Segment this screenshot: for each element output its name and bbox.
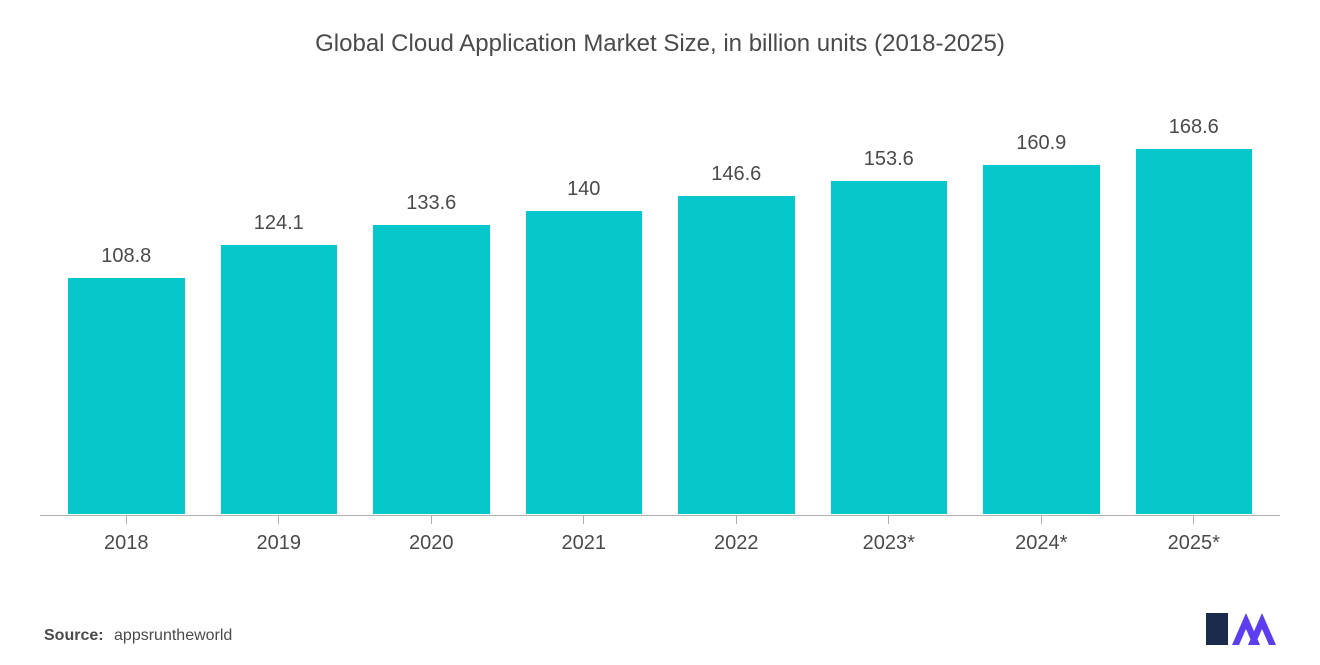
x-tick: 2022 xyxy=(678,516,795,555)
chart-title: Global Cloud Application Market Size, in… xyxy=(40,30,1280,58)
x-tick-label: 2021 xyxy=(562,532,607,555)
x-tick: 2018 xyxy=(68,516,185,555)
bar-value-label: 124.1 xyxy=(254,212,304,235)
x-tick-label: 2018 xyxy=(104,532,149,555)
source-value: appsruntheworld xyxy=(114,627,232,644)
source-label: Source: xyxy=(44,627,104,644)
chart-container: Global Cloud Application Market Size, in… xyxy=(0,0,1320,665)
bar xyxy=(373,225,490,514)
x-tick: 2023* xyxy=(831,516,948,555)
bar-column: 124.1 xyxy=(221,88,338,514)
bar-column: 108.8 xyxy=(68,88,185,514)
x-tick: 2024* xyxy=(983,516,1100,555)
x-axis: 2018 2019 2020 2021 2022 2023* 2024* 2025* xyxy=(40,515,1280,555)
bar-value-label: 153.6 xyxy=(864,148,914,171)
bar xyxy=(983,165,1100,514)
x-tick-label: 2019 xyxy=(257,532,302,555)
bar-value-label: 146.6 xyxy=(711,163,761,186)
x-tick-label: 2022 xyxy=(714,532,759,555)
x-tick: 2019 xyxy=(221,516,338,555)
bar-value-label: 168.6 xyxy=(1169,116,1219,139)
bar-column: 153.6 xyxy=(831,88,948,514)
bar xyxy=(678,196,795,514)
bar-value-label: 133.6 xyxy=(406,192,456,215)
x-tick-label: 2023* xyxy=(863,532,915,555)
brand-logo-icon xyxy=(1206,605,1276,645)
bar-column: 160.9 xyxy=(983,88,1100,514)
bar-column: 146.6 xyxy=(678,88,795,514)
x-tick: 2020 xyxy=(373,516,490,555)
bar xyxy=(831,181,948,514)
bar-value-label: 160.9 xyxy=(1016,132,1066,155)
bar xyxy=(221,245,338,514)
bar-value-label: 140 xyxy=(567,178,600,201)
bar-column: 140 xyxy=(526,88,643,514)
x-tick-label: 2024* xyxy=(1015,532,1067,555)
bar xyxy=(526,211,643,514)
bar xyxy=(68,278,185,514)
x-tick-label: 2020 xyxy=(409,532,454,555)
bar xyxy=(1136,149,1253,514)
x-tick: 2021 xyxy=(526,516,643,555)
chart-footer: Source: appsruntheworld xyxy=(40,605,1280,645)
source-line: Source: appsruntheworld xyxy=(44,627,232,645)
x-tick: 2025* xyxy=(1136,516,1253,555)
bar-value-label: 108.8 xyxy=(101,245,151,268)
plot-area: 108.8 124.1 133.6 140 146.6 153.6 160.9 168.6 xyxy=(40,88,1280,515)
bar-column: 133.6 xyxy=(373,88,490,514)
bar-column: 168.6 xyxy=(1136,88,1253,514)
x-tick-label: 2025* xyxy=(1168,532,1220,555)
